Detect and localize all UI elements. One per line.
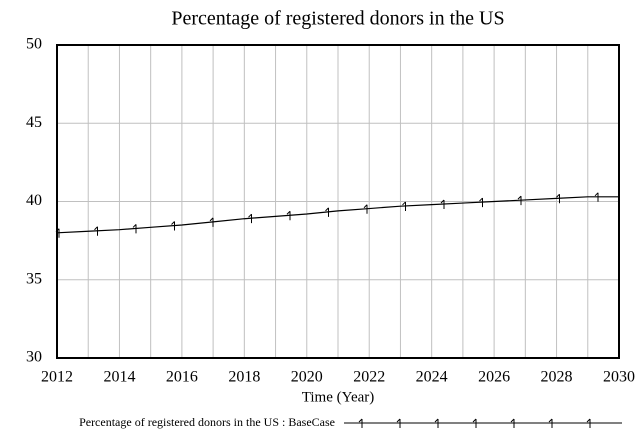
legend-marker xyxy=(548,418,553,423)
legend-marker xyxy=(358,418,363,423)
y-tick-label: 40 xyxy=(26,192,42,209)
line-marker xyxy=(517,195,522,200)
line-marker xyxy=(363,204,368,209)
x-tick-label: 2024 xyxy=(416,369,448,386)
line-marker xyxy=(402,201,406,206)
line-marker xyxy=(55,228,60,233)
series-line xyxy=(56,196,619,234)
chart-title: Percentage of registered donors in the U… xyxy=(171,8,504,30)
line-marker xyxy=(325,207,329,212)
x-tick-label: 2014 xyxy=(103,369,135,386)
legend-marker xyxy=(396,418,401,423)
x-tick-label: 2022 xyxy=(353,369,385,386)
line-marker xyxy=(248,213,252,218)
legend-label: Percentage of registered donors in the U… xyxy=(79,415,335,429)
line-marker xyxy=(171,221,175,225)
line-marker xyxy=(94,226,98,231)
y-tick-label: 35 xyxy=(26,270,42,287)
line-marker xyxy=(286,210,291,215)
line-marker xyxy=(594,192,599,197)
x-tick-label: 2026 xyxy=(478,369,510,386)
plot-frame xyxy=(56,44,620,359)
x-tick-label: 2030 xyxy=(603,369,635,386)
x-axis-label: Time (Year) xyxy=(302,389,375,405)
line-marker xyxy=(479,197,483,202)
x-tick-label: 2020 xyxy=(291,369,323,386)
line-marker xyxy=(440,199,445,204)
line-marker xyxy=(556,193,560,198)
legend-marker xyxy=(472,418,477,423)
y-tick-label: 30 xyxy=(26,349,42,366)
x-tick-label: 2012 xyxy=(41,369,73,386)
x-tick-label: 2028 xyxy=(541,369,573,386)
legend-marker xyxy=(434,418,439,423)
y-tick-label: 45 xyxy=(26,114,42,131)
x-tick-label: 2016 xyxy=(166,369,198,386)
line-marker xyxy=(132,224,137,228)
x-tick-label: 2018 xyxy=(228,369,260,386)
y-tick-label: 50 xyxy=(26,36,42,53)
line-marker xyxy=(209,217,214,222)
legend-marker xyxy=(510,418,515,423)
legend-marker xyxy=(586,418,591,423)
